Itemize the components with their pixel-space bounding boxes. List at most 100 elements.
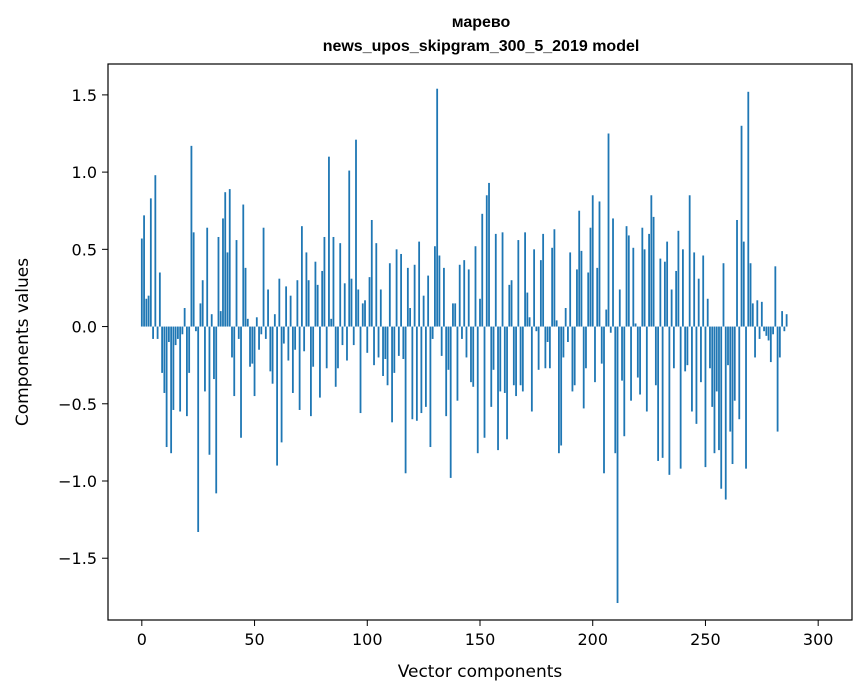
bar-59 <box>273 314 276 327</box>
bar-80 <box>321 270 324 327</box>
bar-241 <box>684 326 687 372</box>
bar-214 <box>623 326 626 437</box>
bar-138 <box>452 303 454 327</box>
bar-72 <box>303 326 306 352</box>
bar-174 <box>533 249 536 327</box>
bar-186 <box>560 326 563 446</box>
bar-35 <box>219 311 222 327</box>
y-tick-label: −0.5 <box>58 395 97 414</box>
bar-94 <box>352 326 355 346</box>
bar-228 <box>654 326 657 386</box>
bar-274 <box>758 326 761 339</box>
bar-50 <box>253 326 256 397</box>
bar-89 <box>341 326 344 346</box>
bar-97 <box>359 326 362 414</box>
bar-18 <box>181 326 184 335</box>
bar-264 <box>736 219 738 327</box>
bar-0 <box>140 238 143 327</box>
bar-61 <box>278 278 281 327</box>
bar-132 <box>438 255 441 327</box>
bars-group <box>140 88 788 604</box>
bar-43 <box>237 326 240 339</box>
bar-12 <box>167 326 170 342</box>
x-tick-label: 150 <box>465 630 496 649</box>
bar-71 <box>300 226 303 327</box>
bar-248 <box>700 326 702 383</box>
bar-92 <box>348 170 351 327</box>
bar-55 <box>264 326 267 339</box>
bar-202 <box>596 267 599 327</box>
bar-256 <box>718 326 720 451</box>
bar-271 <box>751 303 754 327</box>
bar-19 <box>183 308 186 327</box>
bar-207 <box>607 133 610 327</box>
bar-272 <box>754 326 756 358</box>
bar-30 <box>208 326 211 455</box>
bar-82 <box>325 326 328 369</box>
bar-225 <box>648 233 650 327</box>
bar-247 <box>697 278 700 327</box>
bar-33 <box>215 326 218 494</box>
bar-27 <box>201 280 204 327</box>
bar-229 <box>657 326 660 461</box>
bar-108 <box>384 326 387 359</box>
bar-253 <box>711 326 714 407</box>
bar-49 <box>251 326 254 364</box>
bar-284 <box>781 311 784 327</box>
bar-60 <box>276 326 278 466</box>
bar-74 <box>307 280 310 327</box>
bar-66 <box>289 295 292 327</box>
bar-216 <box>627 235 630 327</box>
bar-280 <box>772 326 774 335</box>
bar-213 <box>621 326 623 381</box>
bar-261 <box>729 326 732 432</box>
bar-148 <box>474 246 477 327</box>
bar-127 <box>427 275 430 327</box>
bar-162 <box>506 326 508 440</box>
bar-53 <box>260 326 263 335</box>
bar-183 <box>553 229 556 327</box>
bar-10 <box>163 326 166 393</box>
bar-250 <box>704 326 707 468</box>
bar-173 <box>530 326 533 412</box>
bar-176 <box>537 326 540 370</box>
bar-249 <box>702 255 705 327</box>
bar-217 <box>630 326 632 401</box>
bar-145 <box>467 269 470 327</box>
bar-178 <box>542 233 545 327</box>
bar-56 <box>267 289 269 327</box>
bar-222 <box>641 227 644 327</box>
bar-141 <box>458 264 461 327</box>
bar-149 <box>476 326 479 454</box>
bar-112 <box>393 326 396 373</box>
bar-243 <box>688 195 691 327</box>
bar-136 <box>447 326 450 370</box>
bar-168 <box>519 326 522 386</box>
bar-185 <box>558 326 560 454</box>
bar-165 <box>512 326 515 386</box>
bar-122 <box>415 326 418 421</box>
bar-166 <box>515 326 517 397</box>
bar-91 <box>346 326 348 361</box>
bar-40 <box>231 326 233 358</box>
bar-17 <box>179 326 182 412</box>
bar-63 <box>282 326 285 344</box>
bar-44 <box>240 326 242 438</box>
bar-215 <box>625 226 628 327</box>
bar-41 <box>233 326 236 397</box>
x-tick-label: 100 <box>352 630 383 649</box>
bar-244 <box>691 326 693 412</box>
bar-190 <box>569 252 572 327</box>
bar-194 <box>578 210 581 327</box>
bar-85 <box>332 236 335 327</box>
bar-109 <box>386 326 389 386</box>
bar-52 <box>258 326 260 350</box>
bar-204 <box>600 326 603 364</box>
bar-163 <box>508 284 511 327</box>
bar-154 <box>488 182 490 327</box>
bar-5 <box>152 326 154 339</box>
bar-221 <box>639 326 641 395</box>
bar-48 <box>249 326 251 367</box>
bar-277 <box>765 326 768 336</box>
bar-6 <box>154 175 157 327</box>
